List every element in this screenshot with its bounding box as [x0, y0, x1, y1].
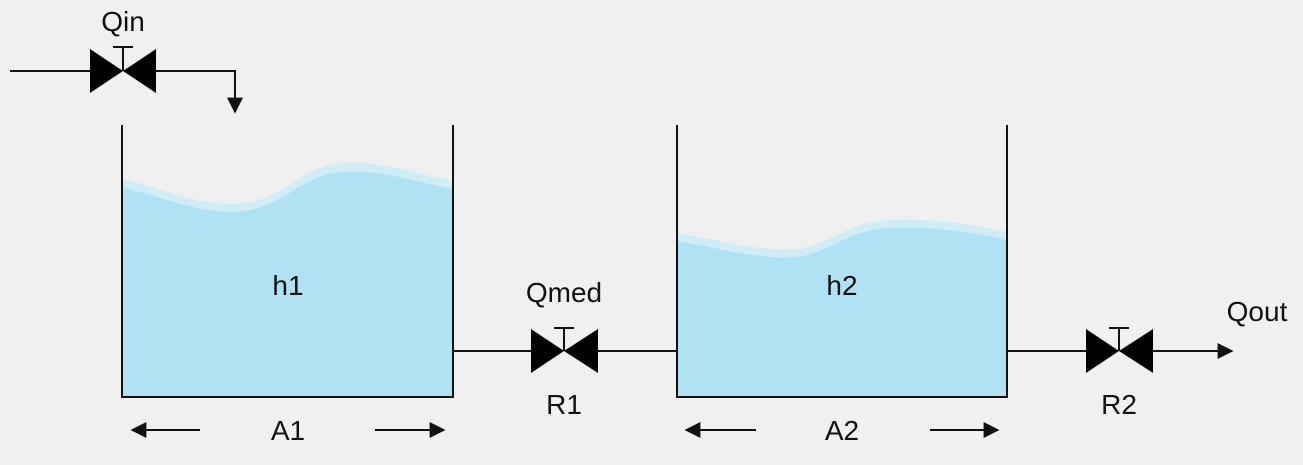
tank-2-area-label: A2 [825, 415, 859, 446]
inflow-label: Qin [101, 6, 145, 37]
outflow-label: Qout [1227, 296, 1288, 327]
outlet-valve-icon [1086, 327, 1153, 373]
middle-flow-label: Qmed [526, 277, 602, 308]
middle-valve-icon [531, 327, 598, 373]
tank-1-walls [121, 125, 454, 398]
tank-1-water [122, 171, 453, 397]
tank-1-area-label: A1 [271, 415, 305, 446]
tank-2-walls [676, 125, 1008, 398]
tank-1 [121, 125, 454, 398]
outlet-resistance-label: R2 [1101, 389, 1137, 420]
middle-resistance-label: R1 [546, 389, 582, 420]
tank-2-water [677, 227, 1007, 397]
inlet-valve-icon [90, 46, 156, 93]
tank-1-level-label: h1 [272, 270, 303, 301]
tank-2 [676, 125, 1008, 398]
inlet-line [10, 70, 243, 114]
tank-2-level-label: h2 [826, 270, 857, 301]
